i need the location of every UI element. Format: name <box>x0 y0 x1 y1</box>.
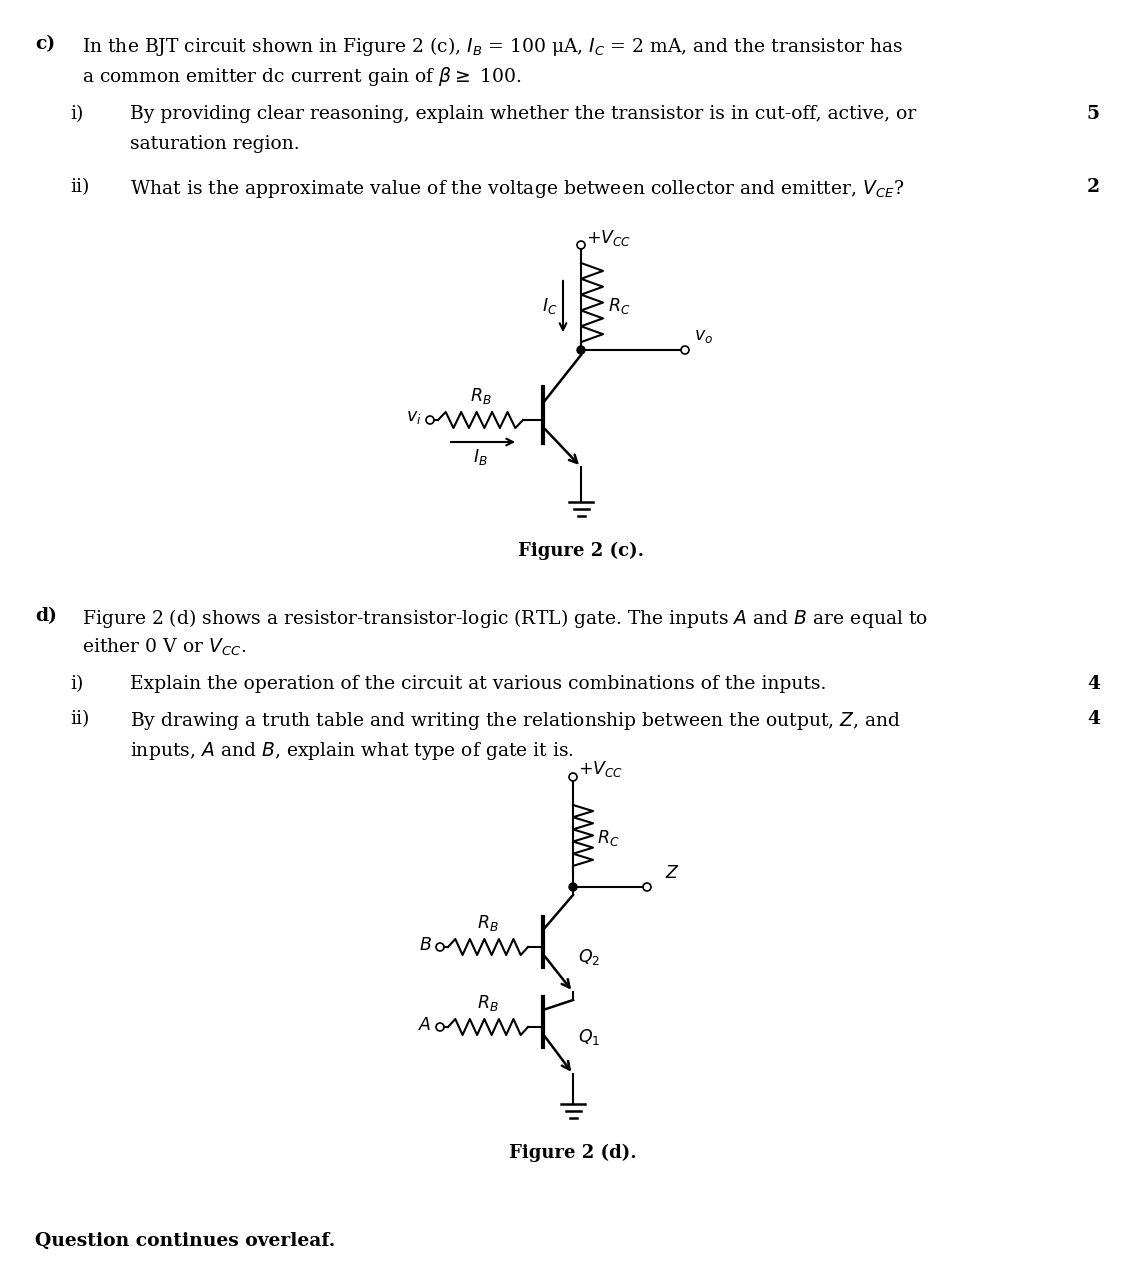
Text: $I_C$: $I_C$ <box>542 297 558 316</box>
Text: c): c) <box>35 35 55 53</box>
Text: saturation region.: saturation region. <box>130 135 299 153</box>
Text: $I_B$: $I_B$ <box>473 447 488 467</box>
Text: $Q_1$: $Q_1$ <box>578 1027 601 1047</box>
Text: $Q_2$: $Q_2$ <box>578 946 601 967</box>
Text: d): d) <box>35 607 57 625</box>
Text: ii): ii) <box>70 178 89 196</box>
Text: By drawing a truth table and writing the relationship between the output, $Z$, a: By drawing a truth table and writing the… <box>130 711 901 732</box>
Text: $Z$: $Z$ <box>665 864 679 882</box>
Text: either 0 V or $V_{CC}$.: either 0 V or $V_{CC}$. <box>82 637 247 659</box>
Text: $v_o$: $v_o$ <box>694 328 713 345</box>
Text: $R_B$: $R_B$ <box>477 993 499 1013</box>
Text: 2: 2 <box>1087 178 1100 196</box>
Text: $B$: $B$ <box>419 936 432 954</box>
Text: 4: 4 <box>1087 711 1100 728</box>
Text: In the BJT circuit shown in Figure 2 (c), $I_B$ = 100 μA, $I_C$ = 2 mA, and the : In the BJT circuit shown in Figure 2 (c)… <box>82 35 903 58</box>
Circle shape <box>569 883 577 891</box>
Text: Figure 2 (c).: Figure 2 (c). <box>518 541 644 560</box>
Text: inputs, $A$ and $B$, explain what type of gate it is.: inputs, $A$ and $B$, explain what type o… <box>130 740 574 762</box>
Text: $R_C$: $R_C$ <box>608 297 630 316</box>
Text: 5: 5 <box>1087 105 1100 122</box>
Text: By providing clear reasoning, explain whether the transistor is in cut-off, acti: By providing clear reasoning, explain wh… <box>130 105 916 122</box>
Text: $R_B$: $R_B$ <box>477 912 499 933</box>
Text: $v_i$: $v_i$ <box>407 409 423 425</box>
Text: $R_B$: $R_B$ <box>469 386 491 406</box>
Text: i): i) <box>70 675 83 693</box>
Text: Figure 2 (d) shows a resistor-transistor-logic (RTL) gate. The inputs $A$ and $B: Figure 2 (d) shows a resistor-transistor… <box>82 607 928 630</box>
Text: Question continues overleaf.: Question continues overleaf. <box>35 1232 336 1249</box>
Text: ii): ii) <box>70 711 89 728</box>
Text: $R_C$: $R_C$ <box>597 828 619 848</box>
Circle shape <box>577 346 585 355</box>
Text: $+V_{CC}$: $+V_{CC}$ <box>578 758 624 779</box>
Text: $+V_{CC}$: $+V_{CC}$ <box>586 228 632 249</box>
Text: $A$: $A$ <box>418 1016 432 1034</box>
Text: 4: 4 <box>1087 675 1100 693</box>
Text: Figure 2 (d).: Figure 2 (d). <box>509 1143 637 1162</box>
Text: i): i) <box>70 105 83 122</box>
Text: a common emitter dc current gain of $\beta \geq$ 100.: a common emitter dc current gain of $\be… <box>82 66 522 88</box>
Text: Explain the operation of the circuit at various combinations of the inputs.: Explain the operation of the circuit at … <box>130 675 827 693</box>
Text: What is the approximate value of the voltage between collector and emitter, $V_{: What is the approximate value of the vol… <box>130 178 904 199</box>
